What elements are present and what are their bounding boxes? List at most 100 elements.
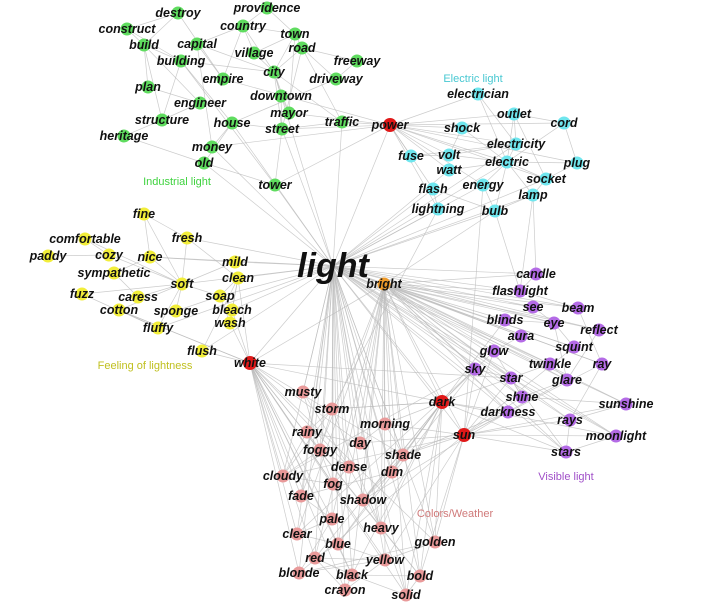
node-town[interactable]: town (280, 27, 310, 41)
node-comfortable[interactable]: comfortable (49, 232, 121, 246)
node-clean[interactable]: clean (222, 271, 254, 285)
node-capital[interactable]: capital (177, 37, 217, 51)
node-blue[interactable]: blue (325, 537, 351, 551)
node-socket[interactable]: socket (526, 172, 566, 186)
node-downtown[interactable]: downtown (250, 89, 312, 103)
node-freeway[interactable]: freeway (334, 54, 382, 68)
node-glare[interactable]: glare (551, 373, 582, 387)
node-dense[interactable]: dense (331, 460, 367, 474)
node-volt[interactable]: volt (438, 148, 461, 162)
node-plan[interactable]: plan (134, 80, 161, 94)
node-cloudy[interactable]: cloudy (263, 469, 304, 483)
node-bleach[interactable]: bleach (212, 303, 252, 317)
node-energy[interactable]: energy (463, 178, 505, 192)
node-building[interactable]: building (157, 54, 206, 68)
node-outlet[interactable]: outlet (497, 107, 532, 121)
node-morning[interactable]: morning (360, 417, 410, 431)
node-day[interactable]: day (349, 436, 372, 450)
node-sympathetic[interactable]: sympathetic (78, 266, 151, 280)
node-cotton[interactable]: cotton (100, 303, 139, 317)
node-reflect[interactable]: reflect (580, 323, 618, 337)
node-providence[interactable]: providence (233, 1, 301, 15)
node-sky[interactable]: sky (465, 362, 487, 376)
node-lamp[interactable]: lamp (518, 188, 548, 202)
node-cozy[interactable]: cozy (95, 248, 124, 262)
node-engineer[interactable]: engineer (174, 96, 227, 110)
node-flashlight[interactable]: flashlight (492, 284, 548, 298)
node-destroy[interactable]: destroy (155, 6, 201, 20)
node-construct[interactable]: construct (99, 22, 157, 36)
node-power[interactable]: power (371, 118, 410, 132)
node-bulb[interactable]: bulb (482, 204, 509, 218)
node-fine[interactable]: fine (133, 207, 155, 221)
node-rays[interactable]: rays (557, 413, 583, 427)
node-sun[interactable]: sun (453, 428, 476, 442)
node-yellow[interactable]: yellow (365, 553, 405, 567)
node-red[interactable]: red (305, 551, 325, 565)
node-shock[interactable]: shock (444, 121, 481, 135)
node-heritage[interactable]: heritage (100, 129, 149, 143)
node-sunshine[interactable]: sunshine (599, 397, 654, 411)
node-driveway[interactable]: driveway (309, 72, 364, 86)
node-fuzz[interactable]: fuzz (70, 287, 95, 301)
node-cord[interactable]: cord (550, 116, 577, 130)
node-clear[interactable]: clear (282, 527, 312, 541)
node-house[interactable]: house (214, 116, 251, 130)
node-golden[interactable]: golden (414, 535, 456, 549)
node-star[interactable]: star (500, 371, 524, 385)
node-fresh[interactable]: fresh (172, 231, 203, 245)
node-storm[interactable]: storm (315, 402, 350, 416)
node-flush[interactable]: flush (187, 344, 217, 358)
node-glow[interactable]: glow (479, 344, 510, 358)
node-country[interactable]: country (220, 19, 267, 33)
node-bright[interactable]: bright (366, 277, 402, 291)
node-old[interactable]: old (195, 156, 214, 170)
node-electric[interactable]: electric (485, 155, 529, 169)
node-aura[interactable]: aura (508, 329, 534, 343)
node-sponge[interactable]: sponge (154, 304, 198, 318)
node-blinds[interactable]: blinds (487, 313, 524, 327)
node-see[interactable]: see (523, 300, 544, 314)
node-nice[interactable]: nice (137, 250, 162, 264)
node-city[interactable]: city (263, 65, 286, 79)
node-heavy[interactable]: heavy (363, 521, 399, 535)
node-watt[interactable]: watt (437, 163, 463, 177)
node-shade[interactable]: shade (385, 448, 421, 462)
node-rainy[interactable]: rainy (292, 425, 323, 439)
node-shadow[interactable]: shadow (340, 493, 388, 507)
node-traffic[interactable]: traffic (325, 115, 360, 129)
node-black[interactable]: black (336, 568, 369, 582)
node-moonlight[interactable]: moonlight (586, 429, 647, 443)
node-road[interactable]: road (288, 41, 315, 55)
node-flash[interactable]: flash (418, 182, 448, 196)
node-soap[interactable]: soap (205, 289, 235, 303)
node-caress[interactable]: caress (118, 290, 158, 304)
node-dark[interactable]: dark (429, 395, 456, 409)
node-darkness[interactable]: darkness (481, 405, 536, 419)
node-paddy[interactable]: paddy (29, 249, 68, 263)
node-white[interactable]: white (234, 356, 266, 370)
node-ray[interactable]: ray (593, 357, 613, 371)
node-lightning[interactable]: lightning (412, 202, 465, 216)
node-squint[interactable]: squint (555, 340, 593, 354)
node-village[interactable]: village (235, 46, 274, 60)
node-eye[interactable]: eye (544, 316, 565, 330)
node-twinkle[interactable]: twinkle (529, 357, 571, 371)
node-structure[interactable]: structure (135, 113, 189, 127)
node-fade[interactable]: fade (288, 489, 314, 503)
node-fog[interactable]: fog (323, 477, 343, 491)
node-fuse[interactable]: fuse (398, 149, 424, 163)
node-money[interactable]: money (192, 140, 233, 154)
node-shine[interactable]: shine (506, 390, 539, 404)
node-mayor[interactable]: mayor (270, 106, 309, 120)
node-bold[interactable]: bold (407, 569, 434, 583)
node-pale[interactable]: pale (318, 512, 344, 526)
node-soft[interactable]: soft (171, 277, 195, 291)
node-plug[interactable]: plug (563, 156, 591, 170)
node-electrician[interactable]: electrician (447, 87, 509, 101)
node-crayon[interactable]: crayon (325, 583, 366, 597)
node-musty[interactable]: musty (285, 385, 323, 399)
node-tower[interactable]: tower (258, 178, 292, 192)
node-stars[interactable]: stars (551, 445, 581, 459)
node-beam[interactable]: beam (562, 301, 595, 315)
